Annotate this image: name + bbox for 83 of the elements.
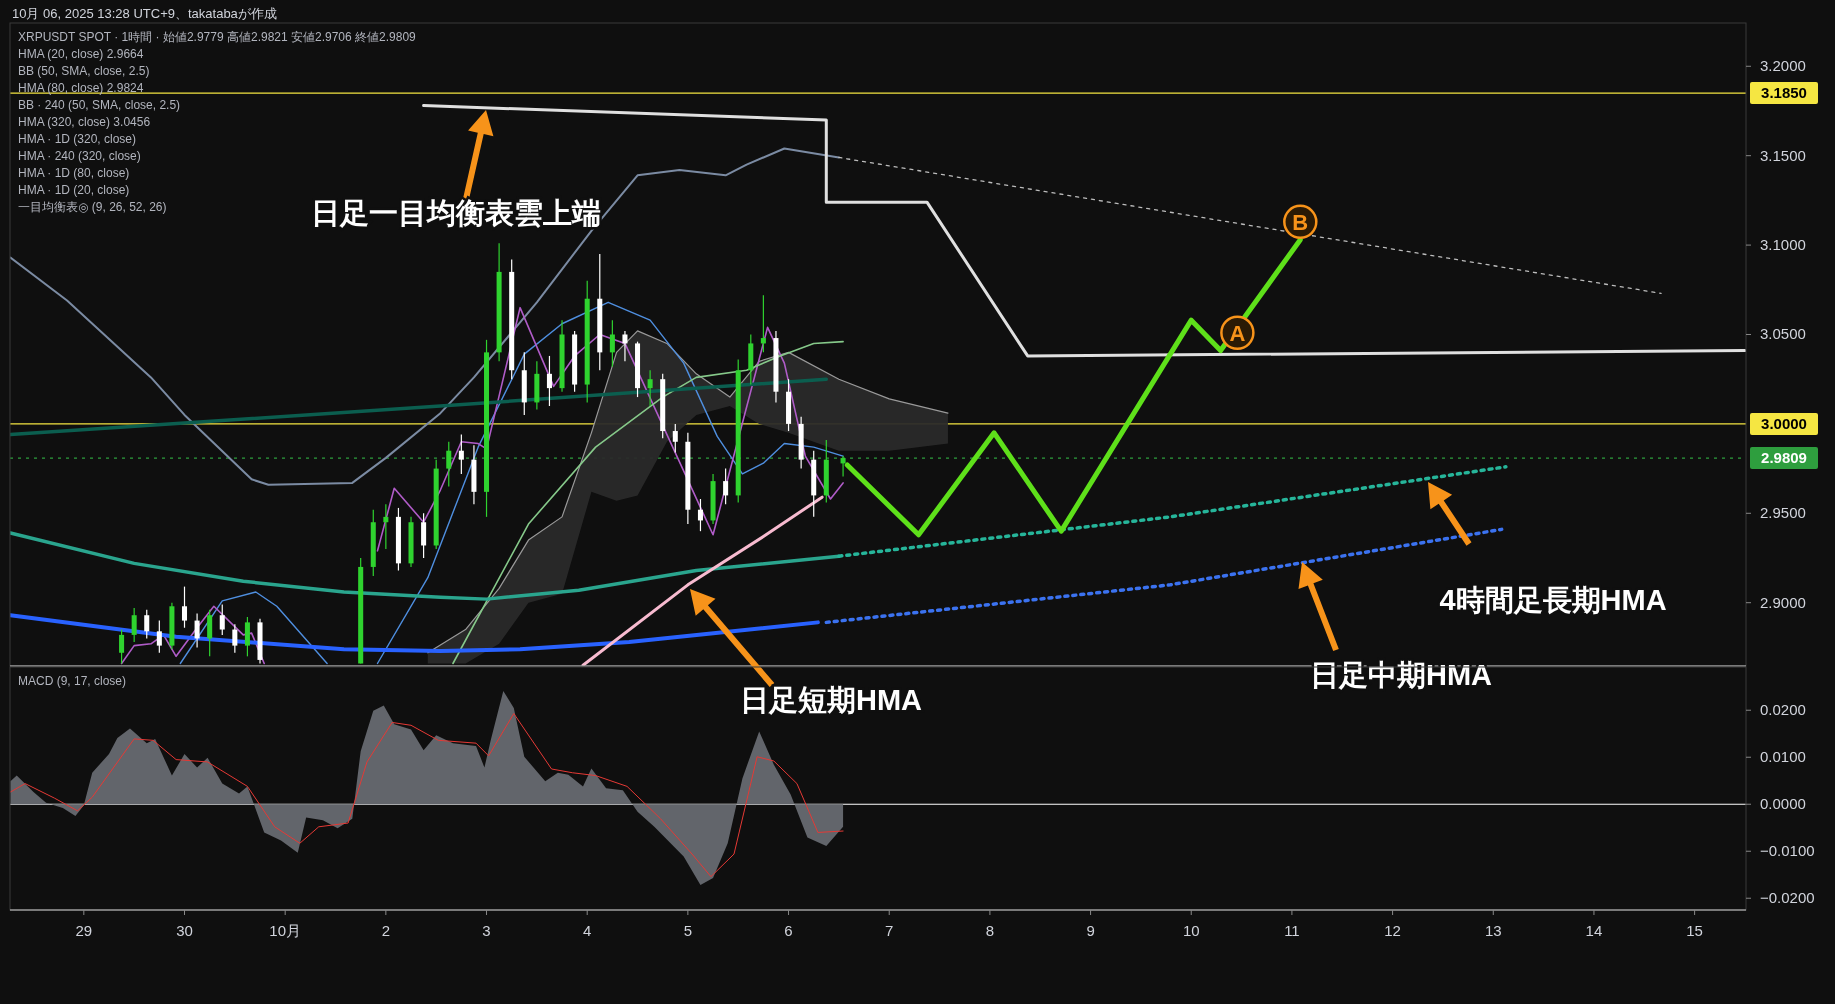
x-tick-label: 10月 (269, 922, 302, 939)
annotation: HMA (20, close) 2.9664 (18, 47, 144, 61)
x-tick-label: 6 (784, 922, 793, 939)
y-tick-label: 2.9500 (1760, 504, 1806, 522)
y-tick-label: 3.0500 (1760, 325, 1806, 343)
x-tick-label: 11 (1284, 922, 1300, 939)
y-tick-label: −0.0100 (1760, 842, 1815, 860)
x-tick-label: 29 (75, 922, 93, 939)
line-series (452, 340, 844, 665)
x-tick-label: 7 (885, 922, 894, 939)
annotation: HMA · 1D (320, close) (18, 132, 137, 146)
candlestick (144, 609, 150, 640)
line-series (376, 301, 844, 665)
y-tick-label: 0.0000 (1760, 795, 1806, 813)
chart-title: 10月 06, 2025 13:28 UTC+9、takatabaが作成 (12, 6, 277, 21)
annotation: B (1292, 209, 1309, 235)
x-tick-label: 14 (1585, 922, 1603, 939)
annotation: HMA (320, close) 3.0456 (18, 115, 151, 129)
candlestick (446, 441, 452, 488)
y-tick-label: 3.1000 (1760, 236, 1806, 254)
candlestick (609, 319, 615, 368)
candlestick (207, 609, 213, 657)
x-tick-label: 13 (1484, 922, 1502, 939)
candlestick (760, 294, 766, 353)
x-tick-label: 4 (583, 922, 592, 939)
line-series (376, 306, 844, 552)
line-series (422, 104, 1746, 358)
x-tick-label: 8 (985, 922, 995, 939)
candlestick (647, 369, 653, 407)
annotation: 日足中期HMA (1309, 659, 1493, 691)
line-series (179, 591, 328, 665)
candlestick (723, 467, 729, 505)
annotation: 一目均衡表◎ (9, 26, 52, 26) (18, 200, 167, 214)
y-tick-label: −0.0200 (1760, 889, 1815, 907)
candlestick (622, 330, 628, 362)
annotation: XRPUSDT SPOT · 1時間 · 始値2.9779 高値2.9821 安値2.9706 終値2.9809 (18, 30, 417, 44)
candlestick (219, 603, 225, 636)
line-series (120, 605, 265, 665)
candlestick (232, 623, 238, 654)
x-tick-label: 5 (683, 922, 693, 939)
candlestick (421, 512, 427, 559)
x-tick-label: 30 (176, 922, 193, 939)
x-tick-label: 3 (482, 922, 491, 939)
line-series (10, 713, 844, 878)
candlestick (697, 498, 703, 532)
candlestick (194, 612, 200, 648)
candlestick (119, 628, 125, 665)
candlestick (672, 423, 678, 454)
ref-line-label: 2.9809 (1761, 449, 1807, 467)
ref-line-label: 3.0000 (1761, 414, 1807, 432)
line-series (10, 613, 820, 653)
line-series (10, 531, 841, 601)
y-tick-label: 3.1500 (1760, 146, 1806, 164)
annotation: HMA · 1D (20, close) (18, 183, 130, 197)
y-tick-label: 0.0100 (1760, 748, 1806, 766)
y-tick-label: 3.2000 (1760, 57, 1806, 75)
annotation: BB · 240 (50, SMA, close, 2.5) (18, 98, 181, 112)
annotation: 4時間足長期HMA (1439, 584, 1667, 616)
x-tick-label: 2 (381, 922, 391, 939)
x-tick-label: 10 (1182, 922, 1200, 939)
annotation: A (1229, 320, 1246, 346)
candlestick (840, 455, 846, 478)
annotation: HMA (80, close) 2.9824 (18, 81, 144, 95)
annotation: HMA · 1D (80, close) (18, 166, 130, 180)
annotation: 日足短期HMA (739, 684, 923, 716)
candlestick (131, 607, 137, 643)
annotation: 日足一目均衡表雲上端 (311, 197, 601, 229)
text: MACD (9, 17, close) (18, 674, 127, 688)
candlestick (546, 355, 552, 407)
candlestick (458, 434, 464, 475)
x-tick-label: 15 (1686, 922, 1703, 939)
y-tick-label: 2.9000 (1760, 593, 1806, 611)
candlestick (181, 586, 188, 629)
y-tick-label: 0.0200 (1760, 701, 1806, 719)
annotation: HMA · 240 (320, close) (18, 149, 141, 163)
x-tick-label: 12 (1384, 922, 1401, 939)
candlestick (156, 619, 162, 654)
line-series (10, 147, 840, 486)
annotation: BB (50, SMA, close, 2.5) (18, 64, 150, 78)
candlestick (383, 503, 389, 550)
candlestick (244, 616, 250, 657)
ref-line-label: 3.1850 (1761, 84, 1807, 102)
x-tick-label: 9 (1086, 922, 1095, 939)
